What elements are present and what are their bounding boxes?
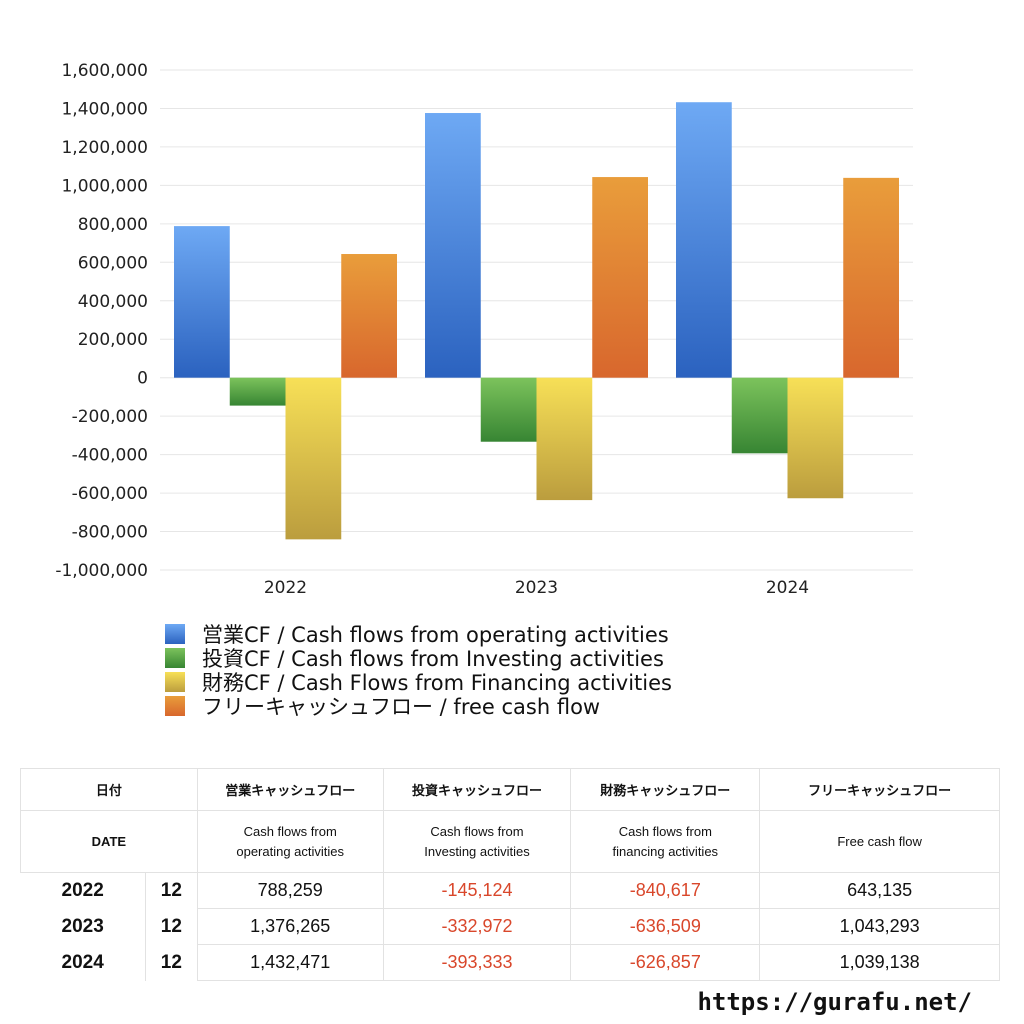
y-tick-label: 1,400,000 — [61, 99, 148, 119]
header-fin-ja: 財務キャッシュフロー — [570, 768, 761, 811]
table-row: 2023 12 1,376,265 -332,972 -636,509 1,043,293 — [20, 908, 1000, 945]
cell-year: 2022 — [20, 872, 146, 909]
cell-op: 1,376,265 — [196, 908, 384, 945]
header-op-ja: 営業キャッシュフロー — [196, 768, 384, 811]
table-row: 2024 12 1,432,471 -393,333 -626,857 1,039,138 — [20, 944, 1000, 981]
table-header-ja: 日付 営業キャッシュフロー 投資キャッシュフロー 財務キャッシュフロー フリーキ… — [20, 768, 1000, 811]
y-tick-label: -600,000 — [72, 484, 148, 504]
y-tick-label: 400,000 — [78, 292, 148, 312]
table-row: 2022 12 788,259 -145,124 -840,617 643,135 — [20, 872, 1000, 909]
legend-item: フリーキャッシュフロー / free cash flow — [165, 694, 672, 719]
y-tick-label: 800,000 — [78, 215, 148, 235]
cell-fin: -626,857 — [570, 944, 761, 981]
cell-year: 2023 — [20, 908, 146, 945]
bar-2024-series-1 — [731, 377, 788, 454]
header-date-ja: 日付 — [20, 768, 198, 811]
bar-2024-series-3 — [843, 177, 899, 378]
header-free-ja: フリーキャッシュフロー — [759, 768, 1000, 811]
legend-swatch — [165, 672, 185, 692]
y-tick-label: -200,000 — [72, 407, 148, 427]
y-tick-label: -400,000 — [72, 446, 148, 466]
y-tick-label: 1,600,000 — [61, 61, 148, 81]
bar-2023-series-3 — [592, 177, 648, 378]
cell-inv: -332,972 — [382, 908, 572, 945]
legend-item: 営業CF / Cash flows from operating activit… — [165, 622, 672, 647]
bar-2023-series-0 — [425, 113, 481, 378]
x-tick-label: 2024 — [766, 578, 809, 598]
cell-fin: -636,509 — [570, 908, 761, 945]
y-tick-label: 0 — [137, 369, 148, 389]
cell-month: 12 — [144, 872, 198, 909]
legend-item: 投資CF / Cash flows from Investing activit… — [165, 646, 672, 671]
y-tick-label: 600,000 — [78, 253, 148, 273]
legend-swatch — [165, 648, 185, 668]
y-tick-label: -1,000,000 — [55, 561, 148, 581]
legend-label: フリーキャッシュフロー / free cash flow — [202, 695, 601, 719]
legend-swatch — [165, 696, 185, 716]
y-tick-label: 1,200,000 — [61, 138, 148, 158]
bar-2022-series-3 — [341, 254, 397, 378]
chart-legend: 営業CF / Cash flows from operating activit… — [165, 622, 672, 719]
cash-flow-chart: 1,600,000 1,400,000 1,200,000 1,000,000 800,… — [55, 61, 913, 598]
header-op-en: Cash flows from operating activities — [196, 810, 384, 873]
legend-label: 営業CF / Cash flows from operating activit… — [202, 623, 669, 647]
header-fin-en: Cash flows from financing activities — [570, 810, 761, 873]
cash-flow-table: 日付 営業キャッシュフロー 投資キャッシュフロー 財務キャッシュフロー フリーキ… — [20, 768, 1000, 981]
cell-free: 1,039,138 — [759, 944, 1000, 981]
header-inv-en: Cash flows from Investing activities — [382, 810, 572, 873]
legend-label: 財務CF / Cash Flows from Financing activit… — [202, 671, 672, 695]
header-free-en: Free cash flow — [759, 810, 1000, 873]
bar-2022-series-2 — [285, 377, 342, 540]
table-header-en: DATE Cash flows from operating activitie… — [20, 810, 1000, 873]
legend-swatch — [165, 624, 185, 644]
site-url[interactable]: https://gurafu.net/ — [697, 988, 972, 1016]
cell-year: 2024 — [20, 944, 146, 981]
x-tick-label: 2023 — [515, 578, 558, 598]
cell-fin: -840,617 — [570, 872, 761, 909]
cell-free: 1,043,293 — [759, 908, 1000, 945]
y-tick-label: -800,000 — [72, 523, 148, 543]
header-inv-ja: 投資キャッシュフロー — [382, 768, 572, 811]
cell-month: 12 — [144, 944, 198, 981]
bar-2022-series-1 — [229, 377, 286, 406]
cell-op: 1,432,471 — [196, 944, 384, 981]
cell-inv: -145,124 — [382, 872, 572, 909]
legend-label: 投資CF / Cash flows from Investing activit… — [202, 647, 664, 671]
cell-inv: -393,333 — [382, 944, 572, 981]
bar-2023-series-1 — [480, 377, 537, 442]
bar-2024-series-2 — [787, 377, 844, 499]
cell-month: 12 — [144, 908, 198, 945]
bar-2022-series-0 — [174, 226, 230, 378]
bar-2023-series-2 — [536, 377, 593, 501]
legend-item: 財務CF / Cash Flows from Financing activit… — [165, 670, 672, 695]
x-tick-label: 2022 — [264, 578, 307, 598]
y-tick-label: 1,000,000 — [61, 176, 148, 196]
bar-2024-series-0 — [676, 102, 732, 378]
cell-op: 788,259 — [196, 872, 384, 909]
header-date-en: DATE — [20, 810, 198, 873]
y-tick-label: 200,000 — [78, 330, 148, 350]
cell-free: 643,135 — [759, 872, 1000, 909]
